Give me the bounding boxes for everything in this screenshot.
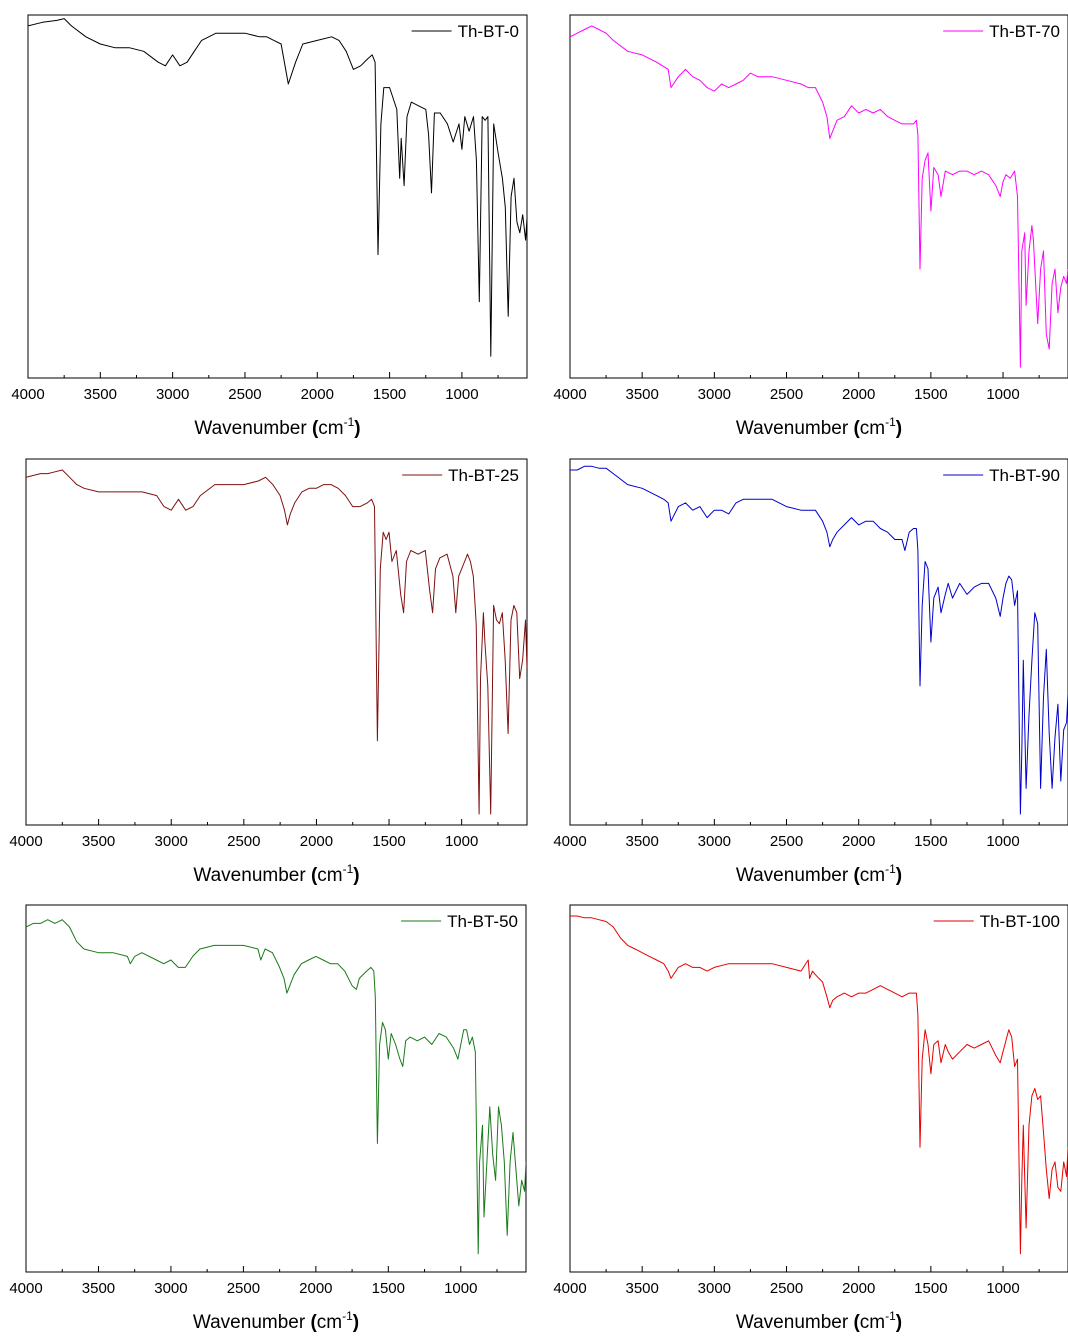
x-tick-label: 1500 <box>372 833 405 850</box>
x-tick-label: 1000 <box>444 1280 477 1297</box>
x-tick-label: 3000 <box>698 386 731 403</box>
spectrum-panel-0: 4000 3500 3000 2500 2000 1500 1000 Wavenumber (… <box>11 14 528 439</box>
legend-label: Th-BT-70 <box>989 22 1060 41</box>
legend-label: Th-BT-25 <box>448 466 519 485</box>
x-axis-title: Wavenumber (cm-1) <box>194 415 360 439</box>
x-tick-label: 3500 <box>625 833 658 850</box>
x-tick-label: 3000 <box>698 833 731 850</box>
x-axis-title: Wavenumber (cm-1) <box>736 1309 902 1333</box>
x-tick-label: 2000 <box>300 833 333 850</box>
x-tick-label: 2000 <box>299 1280 332 1297</box>
x-tick-label: 2500 <box>228 386 261 403</box>
x-tick-label: 1000 <box>445 386 478 403</box>
x-tick-label: 2500 <box>227 833 260 850</box>
plot-frame <box>569 458 1068 826</box>
plot-frame <box>25 458 528 826</box>
spectrum-line <box>570 915 1068 1255</box>
x-tick-label: 3000 <box>155 833 188 850</box>
x-tick-label: 3000 <box>154 1280 187 1297</box>
x-tick-label: 4000 <box>11 386 44 403</box>
x-tick-label: 2500 <box>770 1280 803 1297</box>
x-tick-label: 2500 <box>770 386 803 403</box>
plot-frame <box>569 14 1068 379</box>
plot-frame <box>25 904 527 1273</box>
x-tick-label: 3500 <box>84 386 117 403</box>
spectrum-panel-5: 4000 3500 3000 2500 2000 1500 1000 Wavenumber (… <box>553 904 1068 1333</box>
x-tick-label: 3500 <box>625 386 658 403</box>
x-tick-label: 3500 <box>82 1280 115 1297</box>
legend-label: Th-BT-90 <box>989 466 1060 485</box>
x-tick-label: 4000 <box>553 386 586 403</box>
x-tick-label: 2500 <box>227 1280 260 1297</box>
spectrum-line <box>26 469 527 815</box>
x-axis-title: Wavenumber (cm-1) <box>736 415 902 439</box>
x-tick-label: 1500 <box>373 386 406 403</box>
x-tick-label: 3500 <box>82 833 115 850</box>
x-tick-label: 1000 <box>986 1280 1019 1297</box>
x-axis-title: Wavenumber (cm-1) <box>736 862 902 886</box>
spectrum-line <box>28 18 527 357</box>
spectrum-line <box>570 25 1068 368</box>
x-tick-label: 1500 <box>914 386 947 403</box>
x-tick-label: 1000 <box>986 386 1019 403</box>
x-tick-label: 4000 <box>553 833 586 850</box>
legend-label: Th-BT-0 <box>458 22 519 41</box>
x-axis-title: Wavenumber (cm-1) <box>193 1309 359 1333</box>
x-tick-label: 1500 <box>914 833 947 850</box>
plot-frame <box>569 904 1068 1273</box>
spectrum-panel-2: 4000 3500 3000 2500 2000 1500 1000 Wavenumber (… <box>9 458 528 886</box>
x-tick-label: 3000 <box>156 386 189 403</box>
x-tick-label: 1500 <box>372 1280 405 1297</box>
x-tick-label: 2000 <box>301 386 334 403</box>
x-tick-label: 2000 <box>842 386 875 403</box>
plot-frame <box>27 14 528 379</box>
x-tick-label: 4000 <box>553 1280 586 1297</box>
x-tick-label: 1500 <box>914 1280 947 1297</box>
x-tick-label: 2000 <box>842 833 875 850</box>
spectrum-line <box>570 465 1068 815</box>
x-tick-label: 1000 <box>445 833 478 850</box>
spectrum-panel-4: 4000 3500 3000 2500 2000 1500 1000 Wavenumber (… <box>9 904 527 1333</box>
legend-label: Th-BT-50 <box>447 912 518 931</box>
x-axis-title: Wavenumber (cm-1) <box>193 862 359 886</box>
legend-label: Th-BT-100 <box>980 912 1060 931</box>
x-tick-label: 4000 <box>9 1280 42 1297</box>
spectrum-panel-3: 4000 3500 3000 2500 2000 1500 1000 Wavenumber (… <box>553 458 1068 886</box>
spectrum-panel-1: 4000 3500 3000 2500 2000 1500 1000 Wavenumber (… <box>553 14 1068 439</box>
x-tick-label: 2000 <box>842 1280 875 1297</box>
x-tick-label: 1000 <box>986 833 1019 850</box>
x-tick-label: 3000 <box>698 1280 731 1297</box>
spectrum-line <box>26 919 526 1255</box>
x-tick-label: 4000 <box>9 833 42 850</box>
x-tick-label: 2500 <box>770 833 803 850</box>
x-tick-label: 3500 <box>625 1280 658 1297</box>
